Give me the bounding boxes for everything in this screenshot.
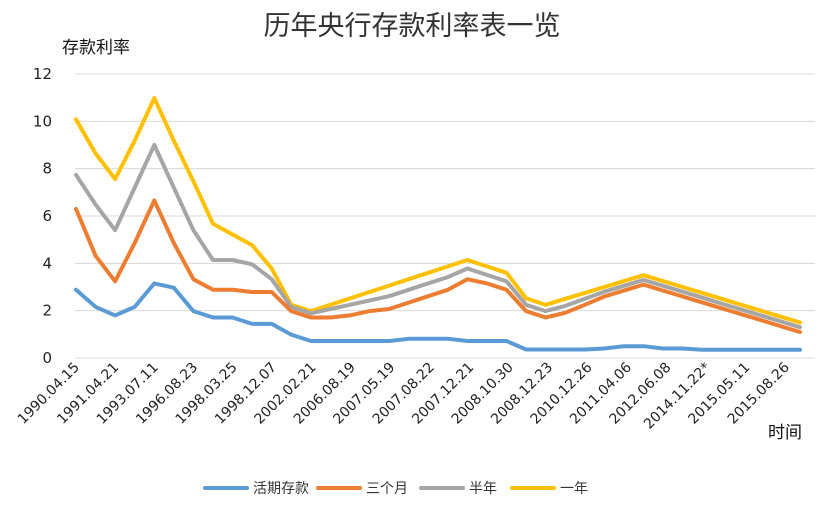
x-axis-label: 时间 [768, 423, 802, 443]
series-line-3 [74, 96, 802, 325]
legend-label: 半年 [469, 481, 497, 497]
legend-label: 一年 [560, 481, 588, 497]
y-axis-label: 存款利率 [62, 38, 130, 58]
y-tick-label: 0 [42, 349, 52, 367]
chart-title: 历年央行存款利率表一览 [264, 11, 561, 42]
y-tick-label: 6 [42, 207, 52, 225]
y-tick-label: 8 [42, 160, 52, 178]
legend-label: 活期存款 [253, 481, 309, 497]
legend-label: 三个月 [366, 481, 408, 497]
legend: 活期存款 三个月 半年 一年 [203, 481, 588, 497]
y-tick-label: 12 [33, 65, 52, 83]
series-line-1 [74, 198, 802, 334]
y-axis-ticks: 0 2 4 6 8 10 12 [33, 65, 52, 367]
x-axis-ticks: 1990.04.151991.04.211993.07.111996.08.23… [15, 359, 793, 432]
series-line-0 [74, 281, 802, 352]
y-tick-label: 2 [42, 302, 52, 320]
y-tick-label: 4 [42, 254, 52, 272]
series-line-2 [74, 143, 802, 330]
series-lines [74, 96, 802, 352]
y-tick-label: 10 [33, 112, 52, 130]
